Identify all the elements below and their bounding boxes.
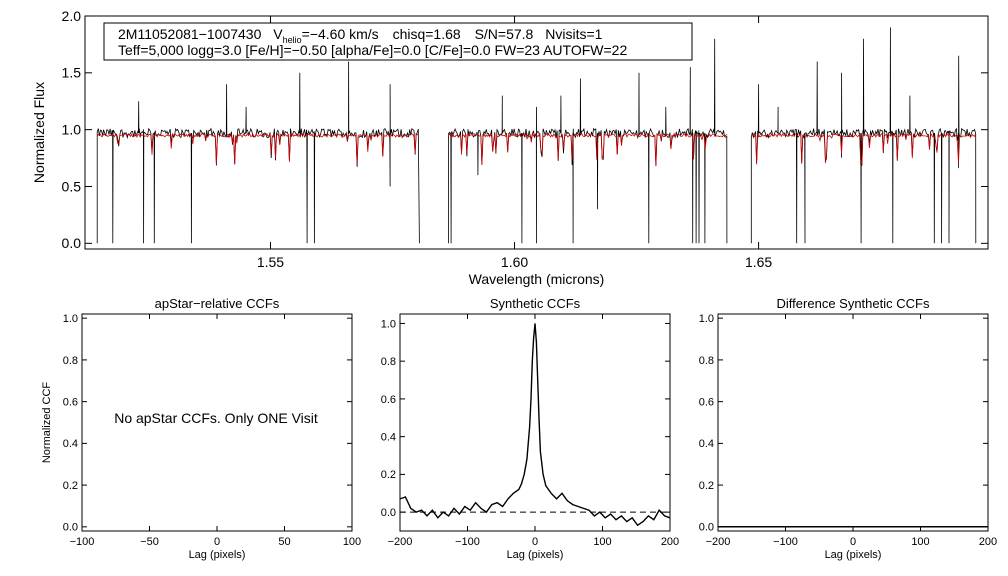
x-axis-label: Wavelength (microns)	[469, 271, 605, 287]
spectrum-panel: 1.55 1.60 1.65 0.0 0.5 1.0 1.5 2.0 Wavelength (m…	[31, 8, 989, 287]
x-tick-label: −100	[773, 536, 798, 548]
observed-spectrum-line	[750, 27, 977, 244]
info-line-2: Teff=5,000 logg=3.0 [Fe/H]=−0.50 [alpha/…	[118, 42, 627, 58]
x-tick-label: −100	[455, 536, 480, 548]
x-tick-label: 100	[343, 536, 361, 548]
y-tick-label: 1.0	[62, 122, 82, 138]
model-spectrum-line	[448, 132, 728, 166]
y-tick-label: 0.0	[699, 522, 714, 534]
y-tick-label: 0.2	[63, 480, 78, 492]
chart-title: Synthetic CCFs	[490, 296, 581, 311]
y-tick-label: 0.4	[63, 438, 78, 450]
x-tick-label: 1.55	[257, 254, 284, 270]
y-tick-label: 2.0	[62, 8, 82, 24]
x-tick-label: −200	[388, 536, 413, 548]
x-tick-label: 50	[278, 536, 290, 548]
vhelio-label: V	[273, 26, 283, 42]
y-tick-label: 0.8	[699, 355, 714, 367]
observed-spectrum-line	[448, 38, 728, 244]
x-tick-label: 100	[593, 536, 611, 548]
x-tick-label: 1.65	[745, 254, 772, 270]
x-axis-label: Lag (pixels)	[189, 549, 246, 561]
info-box: 2M11052081−1007430 Vhelio=−4.60 km/s chi…	[103, 22, 693, 61]
difference-ccf-panel: −200 −100 0 100 200 0.0 0.2 0.4 0.6 0.8 1.0 Differe…	[699, 296, 997, 561]
x-tick-label: 0	[214, 536, 220, 548]
chart-title: Difference Synthetic CCFs	[777, 296, 930, 311]
chisq-value: chisq=1.68	[393, 26, 461, 42]
y-tick-label: 0.2	[699, 480, 714, 492]
y-tick-label: 0.6	[699, 396, 714, 408]
vhelio-subscript: helio	[283, 35, 302, 45]
vhelio-value: =−4.60 km/s	[302, 26, 379, 42]
y-tick-label: 0.0	[62, 235, 82, 251]
y-tick-label: 0.2	[381, 469, 396, 481]
y-tick-label: 0.0	[381, 507, 396, 519]
star-id: 2M11052081−1007430	[118, 26, 262, 42]
y-tick-label: 1.0	[63, 313, 78, 325]
x-tick-label: −200	[706, 536, 731, 548]
y-tick-label: 0.4	[699, 438, 714, 450]
observed-spectrum-line	[96, 61, 420, 244]
apstar-ccf-panel: −100 −50 0 50 100 0.0 0.2 0.4 0.6 0.8 1.0 apStar−re…	[41, 296, 361, 561]
model-spectrum-line	[96, 132, 419, 165]
chart-title: apStar−relative CCFs	[155, 296, 280, 311]
info-line-1: 2M11052081−1007430 Vhelio=−4.60 km/s chi…	[118, 26, 603, 45]
x-tick-label: 200	[979, 536, 997, 548]
y-tick-label: 0.6	[63, 396, 78, 408]
x-tick-label: 1.60	[501, 254, 528, 270]
model-spectrum-line	[751, 132, 977, 165]
info-box-frame	[103, 22, 693, 61]
synthetic-ccf-panel: −200 −100 0 100 200 0.0 0.2 0.4 0.6 0.8 1.0 Synthet…	[381, 296, 679, 561]
x-axis-label: Lag (pixels)	[825, 549, 882, 561]
x-tick-label: 0	[532, 536, 538, 548]
nvisits-value: Nvisits=1	[545, 26, 602, 42]
y-axis-label: Normalized CCF	[41, 382, 53, 464]
x-tick-label: −50	[140, 536, 159, 548]
plot-frame	[84, 15, 989, 250]
plot-frame	[399, 313, 671, 532]
y-tick-label: 0.5	[62, 178, 82, 194]
y-tick-label: 0.0	[63, 522, 78, 534]
y-tick-label: 1.0	[381, 318, 396, 330]
sn-value: S/N=57.8	[475, 26, 534, 42]
y-tick-label: 0.8	[381, 356, 396, 368]
x-axis-label: Lag (pixels)	[507, 549, 564, 561]
y-tick-label: 0.6	[381, 394, 396, 406]
x-tick-label: 200	[661, 536, 679, 548]
y-tick-label: 1.0	[699, 313, 714, 325]
x-tick-label: 0	[850, 536, 856, 548]
y-tick-label: 0.4	[381, 432, 396, 444]
x-tick-label: 100	[911, 536, 929, 548]
y-tick-label: 1.5	[62, 65, 82, 81]
x-tick-label: −100	[70, 536, 95, 548]
synthetic-ccf-line	[399, 323, 671, 527]
y-axis-label: Normalized Flux	[31, 82, 47, 183]
no-ccf-message: No apStar CCFs. Only ONE Visit	[114, 410, 318, 426]
y-tick-label: 0.8	[63, 355, 78, 367]
plot-frame	[717, 313, 989, 532]
